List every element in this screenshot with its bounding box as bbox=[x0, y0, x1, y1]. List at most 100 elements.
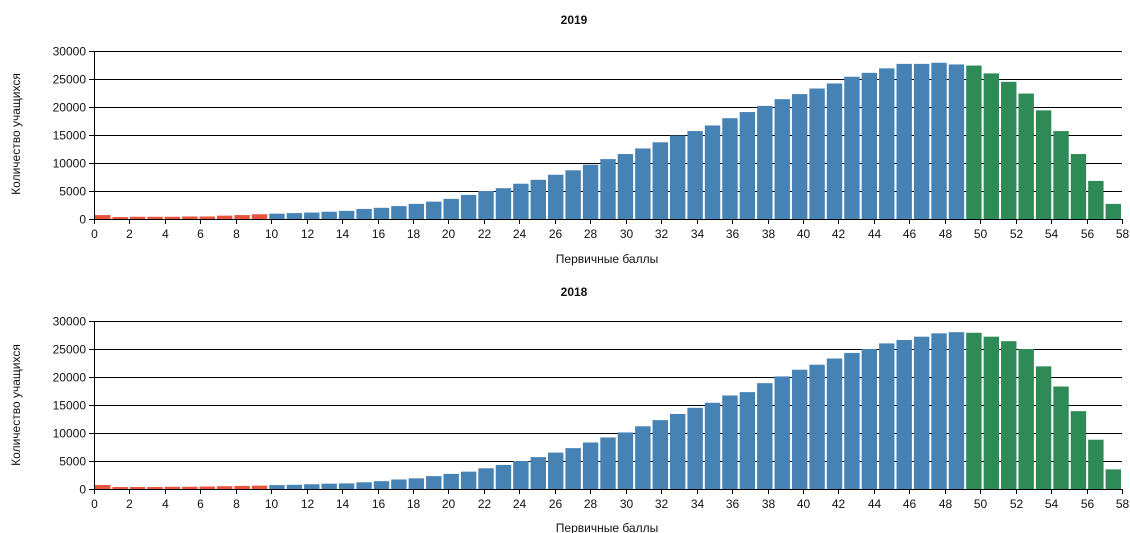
bar bbox=[460, 471, 477, 489]
bar bbox=[1018, 93, 1034, 219]
bar bbox=[791, 94, 808, 219]
x-tick-label: 48 bbox=[939, 227, 953, 241]
bar bbox=[826, 83, 843, 219]
x-tick-label: 34 bbox=[691, 227, 705, 241]
bar bbox=[408, 203, 425, 219]
bar bbox=[913, 63, 930, 219]
x-axis-label: Первичные баллы bbox=[556, 252, 658, 266]
y-tick-label: 10000 bbox=[53, 427, 87, 441]
bar bbox=[704, 402, 721, 489]
bar bbox=[443, 198, 459, 219]
bar bbox=[234, 215, 250, 219]
bar bbox=[269, 213, 285, 219]
bar bbox=[966, 65, 982, 219]
bar bbox=[983, 336, 1000, 489]
y-axis-label: Количество учащихся bbox=[9, 344, 23, 466]
bar bbox=[495, 464, 512, 489]
bar bbox=[304, 212, 320, 219]
bar bbox=[1001, 81, 1017, 219]
bar bbox=[391, 479, 407, 489]
x-axis-label: Первичные баллы bbox=[556, 521, 658, 533]
bar bbox=[931, 62, 947, 220]
bar bbox=[983, 73, 1000, 220]
bar bbox=[652, 420, 668, 489]
x-tick-label: 30 bbox=[620, 227, 634, 241]
y-tick-label: 25000 bbox=[53, 73, 87, 87]
x-tick-label: 46 bbox=[903, 227, 917, 241]
bar bbox=[112, 217, 128, 219]
bar bbox=[774, 99, 790, 219]
bar bbox=[861, 349, 878, 489]
x-tick-label: 32 bbox=[655, 497, 669, 511]
x-tick-label: 14 bbox=[336, 497, 350, 511]
bar bbox=[896, 63, 912, 219]
bar bbox=[948, 64, 965, 219]
bar bbox=[879, 343, 895, 489]
bar bbox=[739, 392, 756, 489]
x-tick-label: 6 bbox=[197, 497, 204, 511]
y-tick-label: 15000 bbox=[53, 129, 87, 143]
bar bbox=[565, 448, 581, 489]
y-tick-label: 20000 bbox=[53, 101, 87, 115]
bar bbox=[426, 201, 442, 219]
bar bbox=[408, 478, 425, 489]
x-tick-label: 50 bbox=[974, 227, 988, 241]
y-tick-label: 30000 bbox=[53, 45, 87, 59]
chart-2019: 2019 Количество учащихся Первичные баллы… bbox=[9, 13, 1129, 266]
x-tick-label: 44 bbox=[868, 497, 882, 511]
x-tick-label: 12 bbox=[301, 497, 315, 511]
chart-2018: 2018 Количество учащихся Первичные баллы… bbox=[9, 285, 1129, 533]
bar bbox=[565, 170, 581, 219]
x-tick-label: 10 bbox=[265, 497, 279, 511]
bar bbox=[513, 461, 529, 489]
bar bbox=[582, 164, 599, 219]
bar bbox=[356, 482, 372, 489]
x-tick-label: 22 bbox=[478, 497, 492, 511]
bar bbox=[147, 487, 163, 489]
x-tick-label: 8 bbox=[233, 227, 240, 241]
bar bbox=[1053, 131, 1069, 219]
bar bbox=[321, 211, 337, 219]
bar bbox=[95, 215, 111, 219]
bar bbox=[635, 148, 651, 219]
bar bbox=[722, 395, 738, 489]
bar bbox=[495, 188, 512, 219]
bar bbox=[338, 483, 355, 489]
x-tick-label: 22 bbox=[478, 227, 492, 241]
x-tick-label: 8 bbox=[233, 497, 240, 511]
bar bbox=[687, 407, 703, 489]
bar bbox=[182, 486, 198, 489]
bar bbox=[373, 481, 390, 489]
bar bbox=[426, 476, 442, 489]
bar bbox=[826, 358, 843, 489]
x-tick-label: 26 bbox=[549, 497, 563, 511]
bar bbox=[669, 413, 686, 489]
x-tick-label: 26 bbox=[549, 227, 563, 241]
x-tick-label: 2 bbox=[126, 227, 133, 241]
bar bbox=[669, 135, 686, 219]
x-tick-label: 18 bbox=[407, 497, 421, 511]
x-tick-label: 4 bbox=[162, 497, 169, 511]
bar bbox=[896, 340, 912, 489]
x-tick-label: 54 bbox=[1045, 497, 1059, 511]
bar bbox=[164, 486, 181, 489]
x-tick-label: 24 bbox=[513, 497, 527, 511]
x-tick-label: 28 bbox=[584, 227, 598, 241]
x-tick-label: 46 bbox=[903, 497, 917, 511]
bar bbox=[1001, 341, 1017, 489]
chart-title: 2019 bbox=[561, 13, 588, 27]
bar bbox=[1018, 349, 1034, 489]
x-tick-label: 30 bbox=[620, 497, 634, 511]
bar bbox=[478, 191, 494, 219]
bar bbox=[234, 485, 250, 489]
x-tick-label: 40 bbox=[797, 497, 811, 511]
bar bbox=[1070, 411, 1087, 489]
x-tick-label: 4 bbox=[162, 227, 169, 241]
y-tick-label: 15000 bbox=[53, 399, 87, 413]
x-tick-label: 28 bbox=[584, 497, 598, 511]
bar bbox=[617, 154, 634, 219]
bar bbox=[1035, 366, 1052, 489]
bar bbox=[879, 68, 895, 219]
x-tick-label: 50 bbox=[974, 497, 988, 511]
bar bbox=[513, 183, 529, 219]
